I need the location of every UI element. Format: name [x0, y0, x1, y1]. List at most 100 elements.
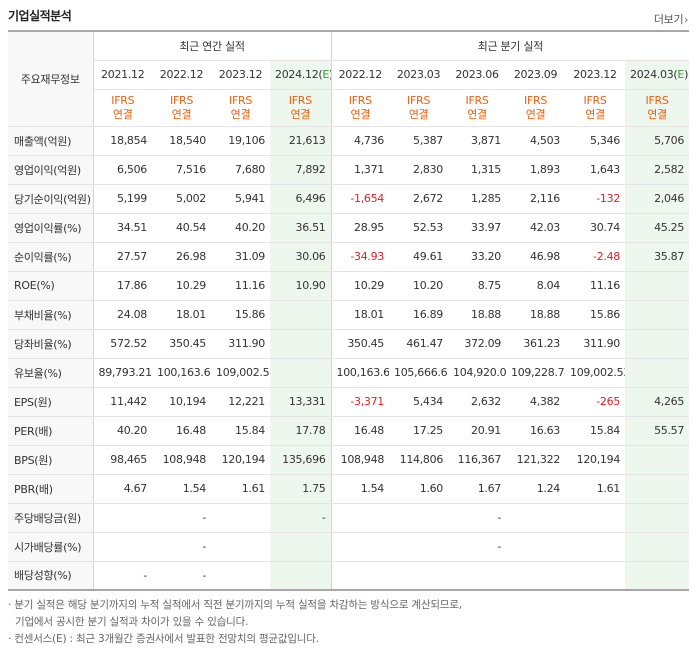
table-cell: 11.16 [565, 271, 626, 301]
more-link[interactable]: 더보기› [654, 11, 688, 27]
table-cell [506, 532, 566, 562]
ifrs-label: IFRS [348, 93, 372, 107]
table-cell: -34.93 [331, 242, 390, 272]
row-label: 당기순이익(억원) [8, 184, 94, 214]
period-header: 2023.12 [211, 60, 270, 90]
table-cell: 361.23 [506, 329, 566, 359]
accounting-standard: IFRS 연결 [565, 89, 626, 127]
table-row: PBR(배) 4.67 1.54 1.61 1.75 1.54 1.60 1.67 1.24 1.… [8, 474, 690, 504]
estimate-mark: E [322, 68, 330, 81]
accounting-standard: IFRS 연결 [448, 89, 507, 127]
row-label: 영업이익률(%) [8, 212, 94, 243]
table-cell: 17.25 [389, 416, 449, 446]
table-cell: 30.74 [565, 212, 626, 243]
table-cell [565, 561, 626, 591]
row-label: 부채비율(%) [8, 299, 94, 330]
table-cell: 4,503 [506, 126, 566, 156]
ifrs-label: IFRS [583, 93, 607, 107]
table-cell: 11.16 [211, 271, 270, 301]
consolidated-label: 연결 [230, 107, 251, 121]
table-cell: -2.48 [565, 242, 626, 272]
table-cell [389, 561, 449, 591]
table-cell: - [448, 532, 507, 562]
table-cell: 98,465 [93, 445, 152, 475]
table-cell: 49.61 [389, 242, 449, 272]
table-cell: 135,696 [270, 445, 332, 475]
table-cell: 120,194 [211, 445, 270, 475]
table-cell: 5,387 [389, 126, 449, 156]
table-cell: 109,228.74 [506, 358, 566, 388]
period-header: 2023.09 [506, 60, 566, 90]
table-cell: 372.09 [448, 329, 507, 359]
table-row: 시가배당률(%) - - [8, 532, 690, 562]
accounting-standard: IFRS 연결 [270, 89, 332, 127]
table-cell: 15.84 [565, 416, 626, 446]
accounting-standard: IFRS 연결 [506, 89, 566, 127]
consolidated-label: 연결 [467, 107, 487, 121]
table-cell: 17.78 [270, 416, 332, 446]
consolidated-label: 연결 [350, 107, 371, 121]
table-cell: 6,506 [93, 155, 152, 185]
row-label: EPS(원) [8, 386, 94, 417]
table-cell: 40.54 [152, 212, 211, 243]
table-cell [448, 561, 507, 591]
table-cell: 55.57 [625, 416, 690, 446]
ifrs-label: IFRS [407, 93, 431, 107]
table-cell: 350.45 [331, 329, 390, 359]
table-cell: -132 [565, 184, 626, 214]
table-cell: 89,793.21 [93, 358, 152, 388]
table-cell: 1,893 [506, 155, 566, 185]
table-cell: 5,941 [211, 184, 270, 214]
row-label: ROE(%) [8, 271, 94, 301]
table-cell [625, 299, 690, 330]
row-label: 순이익률(%) [8, 242, 94, 272]
table-cell: 5,199 [93, 184, 152, 214]
table-cell: 116,367 [448, 445, 507, 475]
row-label: 유보율(%) [8, 358, 94, 388]
row-label: 영업이익(억원) [8, 155, 94, 185]
table-cell [506, 502, 566, 533]
table-cell: 13,331 [270, 386, 332, 417]
table-cell [211, 532, 270, 562]
ifrs-label: IFRS [524, 93, 548, 107]
footnote-quarterly-cont: 기업에서 공시한 분기 실적과 차이가 있을 수 있습니다. [15, 616, 249, 628]
table-row: 당좌비율(%) 572.52 350.45 311.90 350.45 461.47 372… [8, 329, 690, 359]
table-cell: 4,736 [331, 126, 390, 156]
row-label: BPS(원) [8, 445, 94, 475]
table-cell [389, 532, 449, 562]
table-cell [93, 502, 152, 533]
table-cell: 100,163.63 [152, 358, 211, 388]
table-cell: 572.52 [93, 329, 152, 359]
ifrs-label: IFRS [645, 93, 669, 107]
table-row: 당기순이익(억원) 5,199 5,002 5,941 6,496 -1,654 2,672… [8, 184, 690, 214]
table-cell: 15.86 [211, 299, 270, 330]
table-cell: 1,285 [448, 184, 507, 214]
table-cell [270, 532, 332, 562]
table-cell: 2,116 [506, 184, 566, 214]
table-cell [331, 561, 390, 591]
table-cell: 7,892 [270, 155, 332, 185]
table-cell: 24.08 [93, 299, 152, 330]
table-row: 부채비율(%) 24.08 18.01 15.86 18.01 16.89 18.88 18.… [8, 299, 690, 330]
table-cell: 42.03 [506, 212, 566, 243]
table-cell [331, 532, 390, 562]
footnote-quarterly: · 분기 실적은 해당 분기까지의 누적 실적에서 직전 분기까지의 누적 실적… [8, 599, 462, 611]
table-cell: 1.60 [389, 474, 449, 504]
period-header: 2022.12 [152, 60, 211, 90]
table-cell: - [152, 502, 211, 533]
consolidated-label: 연결 [112, 107, 133, 121]
table-cell: 16.89 [389, 299, 449, 330]
table-cell [211, 561, 270, 591]
table-cell: 5,434 [389, 386, 449, 417]
table-row: 유보율(%) 89,793.21 100,163.63 109,002.53 100,1… [8, 358, 690, 388]
table-cell: 120,194 [565, 445, 626, 475]
table-cell: 15.84 [211, 416, 270, 446]
accounting-standard: IFRS 연결 [211, 89, 270, 127]
table-cell [211, 502, 270, 533]
table-cell: 7,680 [211, 155, 270, 185]
table-cell: 109,002.53 [211, 358, 270, 388]
table-cell: 105,666.65 [389, 358, 449, 388]
table-cell [565, 532, 626, 562]
table-cell: 1.54 [152, 474, 211, 504]
table-cell: 31.09 [211, 242, 270, 272]
